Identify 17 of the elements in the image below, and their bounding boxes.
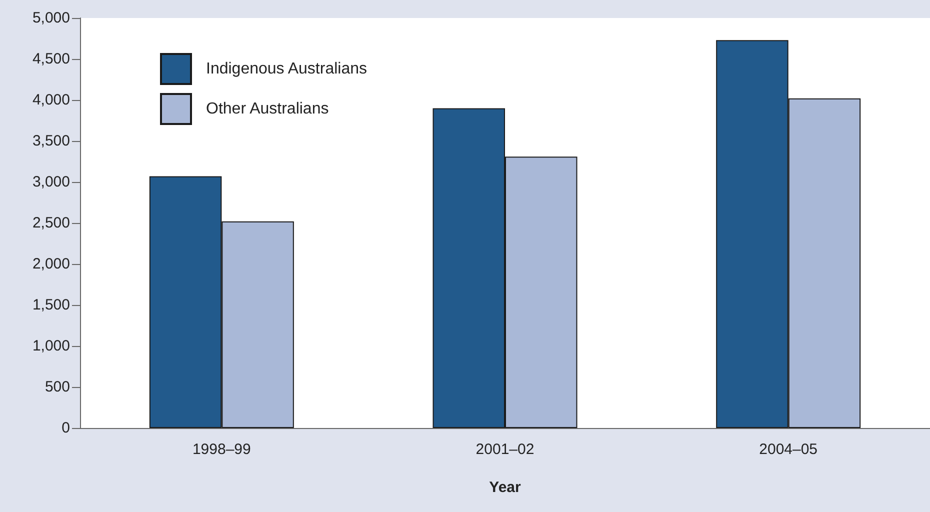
legend-label: Indigenous Australians — [206, 60, 367, 78]
y-tick-label: 1,000 — [32, 338, 70, 354]
y-tick-label: 3,000 — [32, 174, 70, 190]
x-axis-title: Year — [489, 479, 522, 496]
y-tick-label: 3,500 — [32, 132, 70, 150]
y-tick-label: 5,000 — [32, 10, 70, 26]
y-tick-label: 4,500 — [32, 50, 70, 68]
y-tick-label: 2,000 — [32, 256, 70, 272]
y-tick-label: 500 — [44, 378, 70, 396]
y-tick-label: 0 — [62, 420, 70, 436]
y-tick-label: 2,500 — [32, 214, 70, 232]
legend-label: Other Australians — [206, 100, 329, 118]
x-tick-label: 2001–02 — [476, 441, 534, 458]
y-tick-label: 1,500 — [32, 296, 70, 314]
x-tick-label: 2004–05 — [759, 441, 818, 458]
y-tick-label: 4,000 — [32, 92, 70, 108]
x-tick-label: 1998–99 — [192, 441, 251, 458]
